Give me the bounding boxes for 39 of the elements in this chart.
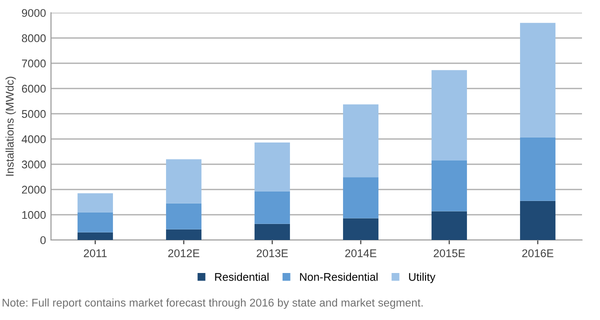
x-tick-label: 2015E [434, 249, 465, 258]
bar [254, 191, 290, 224]
legend-label: Utility [409, 272, 436, 284]
y-axis-title: Installations (MWdc) [6, 76, 16, 176]
bar [166, 159, 202, 204]
y-tick-label: 6000 [22, 84, 46, 93]
bar [432, 160, 467, 212]
bar [432, 70, 467, 160]
bar [254, 142, 290, 192]
legend-label: Residential [215, 272, 268, 281]
x-tick-label: 2011 [84, 249, 107, 258]
y-tick-label: 1000 [22, 211, 46, 219]
y-tick-label: 3000 [22, 160, 46, 168]
bar [254, 224, 290, 240]
x-tick-label: 2016E [522, 249, 554, 258]
bar [78, 193, 113, 212]
bar [343, 218, 378, 240]
y-tick-label: 8000 [22, 34, 46, 42]
y-tick-label: 2000 [22, 186, 46, 194]
x-tick-label: 2013E [256, 249, 288, 258]
y-tick-label: 0 [40, 236, 46, 244]
bar [78, 212, 113, 232]
x-tick-label: 2012E [168, 249, 200, 258]
bar [78, 232, 113, 240]
bar [432, 211, 467, 240]
x-tick-label: 2014E [345, 249, 376, 258]
y-tick-label: 4000 [22, 135, 46, 144]
legend-label: Non-Residential [300, 272, 378, 281]
bar [343, 177, 378, 218]
bar [520, 22, 556, 138]
text: Note: Full report contains market forecast through 2016 by state and market segment. [2, 298, 423, 309]
bar [520, 200, 556, 240]
bar [520, 137, 556, 201]
y-tick-label: 5000 [22, 110, 46, 118]
bar [343, 104, 378, 178]
bar [166, 229, 202, 240]
y-tick-label: 9000 [22, 9, 46, 17]
y-tick-label: 7000 [22, 60, 46, 68]
bar [166, 203, 202, 230]
